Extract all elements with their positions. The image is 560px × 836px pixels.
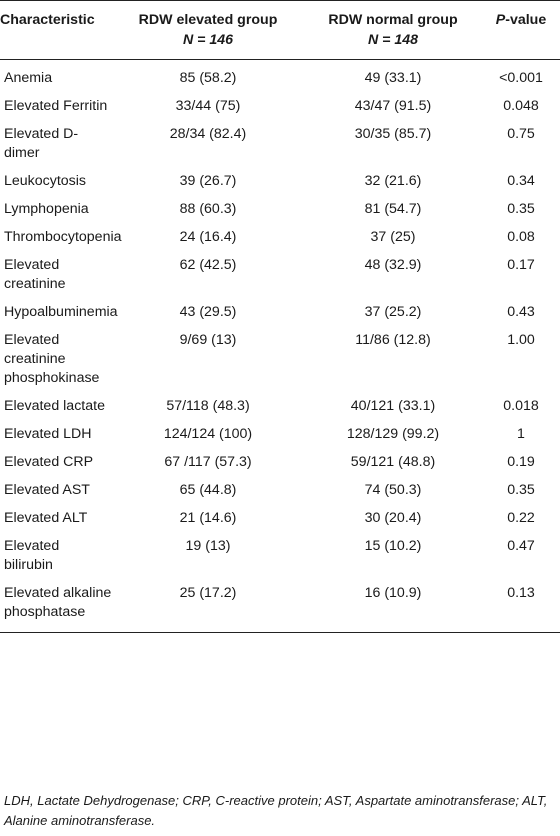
row-elevated-value: 57/118 (48.3) [166, 398, 250, 414]
table-row: Elevated LDH 124/124 (100) 128/129 (99.2) 1 [0, 420, 560, 448]
table-row: Elevated ALT 21 (14.6) 30 (20.4) 0.22 [0, 504, 560, 532]
header-elevated-group: RDW elevated group [138, 12, 278, 28]
row-characteristic: Elevated creatinine phosphokinase [4, 332, 100, 386]
row-elevated-value: 9/69 (13) [179, 332, 237, 348]
header-pvalue: P-value [482, 1, 560, 30]
row-elevated-value: 43 (29.5) [179, 304, 237, 320]
row-characteristic: Elevated lactate [4, 398, 105, 414]
row-characteristic: Elevated ALT [4, 510, 88, 526]
row-pvalue: 1.00 [507, 332, 535, 348]
row-normal-value: 30 (20.4) [364, 510, 422, 526]
table-row: Elevated CRP 67 /117 (57.3) 59/121 (48.8) 0… [0, 448, 560, 476]
table-row: Elevated Ferritin 33/44 (75) 43/47 (91.5) 0… [0, 92, 560, 120]
header-pvalue-rest: -value [505, 12, 547, 28]
table-row: Elevated AST 65 (44.8) 74 (50.3) 0.35 [0, 476, 560, 504]
row-normal-value: 15 (10.2) [364, 538, 422, 554]
row-pvalue: 0.08 [507, 229, 535, 245]
table-row: Hypoalbuminemia 43 (29.5) 37 (25.2) 0.43 [0, 298, 560, 326]
row-characteristic: Elevated AST [4, 482, 90, 498]
table-row: Elevated alkaline phosphatase 25 (17.2) 16… [0, 579, 560, 633]
header-characteristic: Characteristic [0, 12, 95, 28]
table-row: Elevated D-dimer 28/34 (82.4) 30/35 (85.7)… [0, 120, 560, 167]
table-row: Elevated bilirubin 19 (13) 15 (10.2) 0.47 [0, 532, 560, 579]
row-elevated-value: 62 (42.5) [179, 257, 237, 273]
table-row: Lymphopenia 88 (60.3) 81 (54.7) 0.35 [0, 195, 560, 223]
row-characteristic: Elevated alkaline phosphatase [0, 579, 112, 633]
row-pvalue: 0.35 [507, 482, 535, 498]
row-normal-value: 30/35 (85.7) [354, 126, 432, 142]
row-pvalue: 0.048 [503, 98, 539, 114]
row-normal-value: 49 (33.1) [364, 70, 422, 86]
header-normal-group: RDW normal group [328, 12, 458, 28]
row-elevated-value: 19 (13) [185, 538, 231, 554]
row-pvalue: 0.018 [503, 398, 539, 414]
row-elevated-value: 88 (60.3) [179, 201, 237, 217]
table-row: Elevated creatinine phosphokinase 9/69 (1… [0, 326, 560, 392]
row-pvalue: <0.001 [499, 70, 543, 86]
row-elevated-value: 33/44 (75) [175, 98, 241, 114]
data-table: Characteristic RDW elevated group RDW no… [0, 0, 560, 633]
row-characteristic: Elevated creatinine [4, 257, 66, 292]
row-normal-value: 81 (54.7) [364, 201, 422, 217]
row-characteristic: Elevated Ferritin [4, 98, 108, 114]
row-elevated-value: 85 (58.2) [179, 70, 237, 86]
row-pvalue: 0.13 [482, 579, 560, 633]
row-characteristic: Elevated D-dimer [4, 126, 79, 161]
row-normal-value: 37 (25.2) [364, 304, 422, 320]
row-pvalue: 0.34 [507, 173, 535, 189]
row-pvalue: 0.22 [507, 510, 535, 526]
row-pvalue: 1 [517, 426, 525, 442]
row-elevated-value: 21 (14.6) [179, 510, 237, 526]
header-elevated-n: N = 146 [112, 30, 304, 60]
table-row: Elevated lactate 57/118 (48.3) 40/121 (33.… [0, 392, 560, 420]
row-normal-value: 37 (25) [370, 229, 416, 245]
row-normal-value: 43/47 (91.5) [354, 98, 432, 114]
row-characteristic: Elevated LDH [4, 426, 92, 442]
row-characteristic: Anemia [4, 70, 53, 86]
row-elevated-value: 124/124 (100) [163, 426, 253, 442]
row-characteristic: Lymphopenia [4, 201, 89, 217]
row-characteristic: Thrombocytopenia [4, 229, 122, 245]
row-normal-value: 128/129 (99.2) [346, 426, 440, 442]
table-header: Characteristic RDW elevated group RDW no… [0, 0, 560, 60]
row-normal-value: 40/121 (33.1) [350, 398, 436, 414]
row-pvalue: 0.17 [507, 257, 535, 273]
table-footnote: LDH, Lactate Dehydrogenase; CRP, C-react… [4, 793, 548, 828]
row-normal-value: 59/121 (48.8) [350, 454, 436, 470]
row-pvalue: 0.43 [507, 304, 535, 320]
header-normal-n: N = 148 [304, 30, 482, 60]
row-pvalue: 0.47 [507, 538, 535, 554]
row-characteristic: Hypoalbuminemia [4, 304, 118, 320]
row-normal-value: 16 (10.9) [304, 579, 482, 633]
row-normal-value: 74 (50.3) [364, 482, 422, 498]
row-elevated-value: 65 (44.8) [179, 482, 237, 498]
row-elevated-value: 24 (16.4) [179, 229, 237, 245]
row-pvalue: 0.75 [507, 126, 535, 142]
row-characteristic: Leukocytosis [4, 173, 87, 189]
row-elevated-value: 39 (26.7) [179, 173, 237, 189]
row-characteristic: Elevated CRP [4, 454, 94, 470]
table-row: Thrombocytopenia 24 (16.4) 37 (25) 0.08 [0, 223, 560, 251]
row-elevated-value: 28/34 (82.4) [169, 126, 247, 142]
row-pvalue: 0.35 [507, 201, 535, 217]
table-row: Anemia 85 (58.2) 49 (33.1) <0.001 [0, 60, 560, 93]
table-row: Elevated creatinine 62 (42.5) 48 (32.9) 0.1… [0, 251, 560, 298]
row-normal-value: 11/86 (12.8) [355, 332, 431, 348]
row-elevated-value: 25 (17.2) [112, 579, 304, 633]
table-row: Leukocytosis 39 (26.7) 32 (21.6) 0.34 [0, 167, 560, 195]
row-characteristic: Elevated bilirubin [4, 538, 60, 573]
row-pvalue: 0.19 [507, 454, 535, 470]
header-pvalue-p: P [495, 12, 506, 28]
row-normal-value: 48 (32.9) [364, 257, 422, 273]
row-elevated-value: 67 /117 (57.3) [164, 454, 252, 470]
row-normal-value: 32 (21.6) [364, 173, 422, 189]
table-body: Anemia 85 (58.2) 49 (33.1) <0.001 Elevated F… [0, 60, 560, 633]
